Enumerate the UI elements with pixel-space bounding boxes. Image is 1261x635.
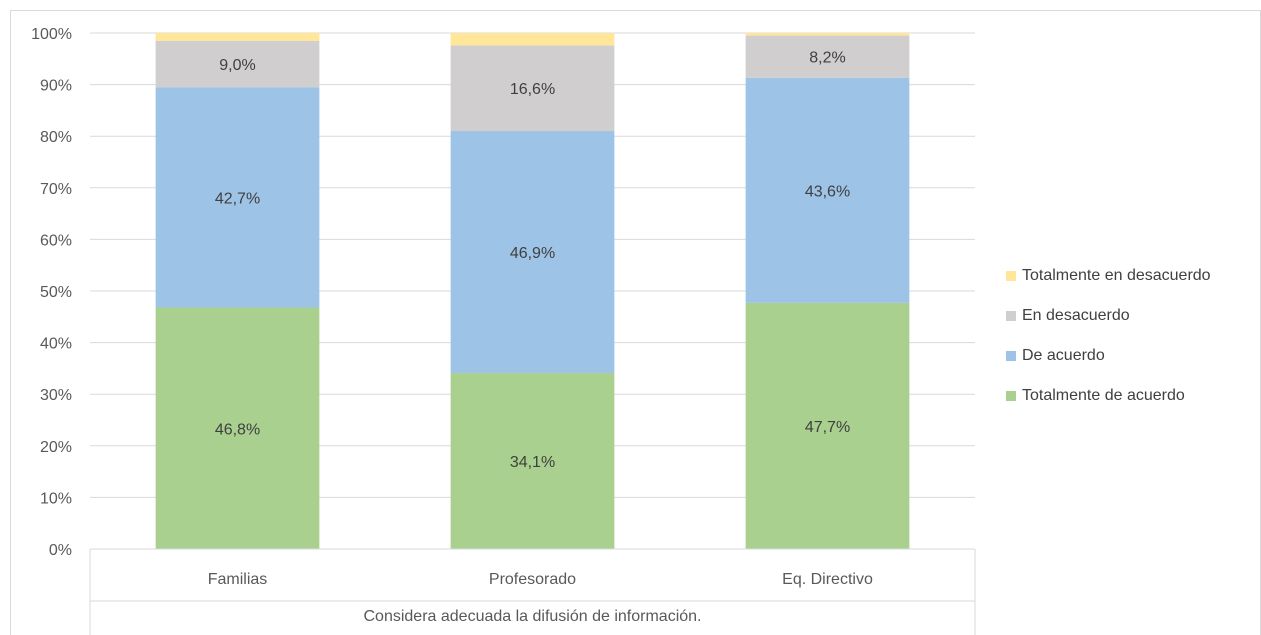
x-tick-label: Profesorado	[489, 571, 576, 588]
bar-segment	[745, 302, 910, 549]
legend-swatch	[1006, 311, 1016, 321]
legend-item: En desacuerdo	[1006, 296, 1211, 336]
data-label: 46,8%	[215, 421, 260, 438]
data-label: 16,6%	[510, 81, 555, 98]
legend-label: De acuerdo	[1022, 347, 1105, 364]
legend-swatch	[1006, 271, 1016, 281]
bar-segment	[155, 33, 320, 41]
data-label: 34,1%	[510, 454, 555, 471]
y-tick-label: 100%	[31, 26, 72, 43]
bar-segment	[450, 373, 615, 549]
x-axis: Familias Profesorado Eq. Directivo Consider…	[89, 548, 976, 635]
data-label: 8,2%	[809, 50, 845, 67]
legend-swatch	[1006, 351, 1016, 361]
y-tick-label: 40%	[40, 336, 72, 353]
legend-swatch	[1006, 391, 1016, 401]
y-tick-label: 70%	[40, 181, 72, 198]
x-tick-label: Eq. Directivo	[782, 571, 873, 588]
data-label: 46,9%	[510, 245, 555, 262]
bar-segment	[450, 131, 615, 374]
bar-segment	[155, 40, 320, 88]
bars	[155, 33, 910, 549]
y-axis-ticks: 0% 10% 20% 30% 40% 50% 60% 70% 80% 90% 100%	[31, 26, 72, 559]
data-label: 42,7%	[215, 190, 260, 207]
legend-label: Totalmente en desacuerdo	[1022, 267, 1211, 284]
legend-item: De acuerdo	[1006, 336, 1211, 376]
data-labels: 46,8% 42,7% 9,0% 34,1% 46,9% 16,6% 47,7% 43,6% 8…	[215, 50, 850, 471]
y-tick-label: 30%	[40, 387, 72, 404]
bar-segment	[745, 35, 910, 78]
y-tick-label: 20%	[40, 439, 72, 456]
bar-segment	[155, 307, 320, 549]
y-tick-label: 60%	[40, 232, 72, 249]
data-label: 9,0%	[219, 57, 255, 74]
y-tick-label: 90%	[40, 78, 72, 95]
legend-label: Totalmente de acuerdo	[1022, 387, 1185, 404]
y-tick-label: 50%	[40, 284, 72, 301]
legend-label: En desacuerdo	[1022, 307, 1130, 324]
legend: Totalmente en desacuerdo En desacuerdo De …	[1006, 256, 1211, 416]
bar-segment	[745, 77, 910, 303]
x-tick-label: Familias	[208, 571, 268, 588]
bar-segment	[450, 33, 615, 46]
data-label: 47,7%	[805, 419, 850, 436]
legend-item: Totalmente en desacuerdo	[1006, 256, 1211, 296]
bar-segment	[450, 45, 615, 132]
y-tick-label: 0%	[49, 542, 72, 559]
y-tick-label: 10%	[40, 490, 72, 507]
y-tick-label: 80%	[40, 129, 72, 146]
x-axis-category-title: Considera adecuada la difusión de inform…	[364, 608, 702, 625]
data-label: 43,6%	[805, 183, 850, 200]
legend-item: Totalmente de acuerdo	[1006, 376, 1211, 416]
bar-segment	[155, 87, 320, 308]
bar-segment	[745, 33, 910, 36]
